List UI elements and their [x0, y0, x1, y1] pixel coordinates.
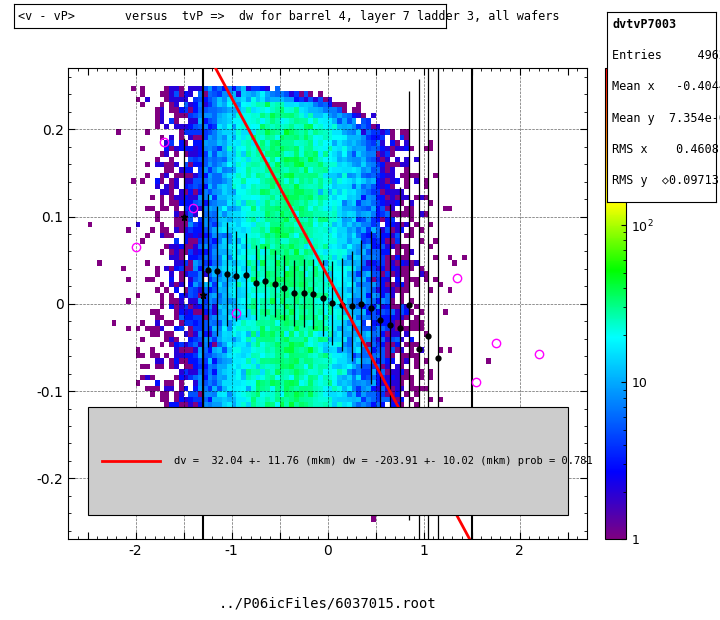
Text: Mean x   -0.4044: Mean x -0.4044	[613, 81, 720, 94]
Text: RMS y  ◇0.09713: RMS y ◇0.09713	[613, 174, 719, 187]
Text: dvtvP7003: dvtvP7003	[613, 18, 677, 31]
Bar	[88, 407, 567, 515]
Text: dv =  32.04 +- 11.76 (mkm) dw = -203.91 +- 10.02 (mkm) prob = 0.781: dv = 32.04 +- 11.76 (mkm) dw = -203.91 +…	[174, 456, 593, 466]
Text: ../P06icFiles/6037015.root: ../P06icFiles/6037015.root	[219, 596, 436, 611]
Text: <v - vP>       versus  tvP =>  dw for barrel 4, layer 7 ladder 3, all wafers: <v - vP> versus tvP => dw for barrel 4, …	[18, 10, 559, 22]
Text: RMS x    0.4608: RMS x 0.4608	[613, 143, 719, 156]
Text: Entries     49623: Entries 49623	[613, 49, 720, 62]
Text: Mean y  7.354e-05: Mean y 7.354e-05	[613, 112, 720, 125]
